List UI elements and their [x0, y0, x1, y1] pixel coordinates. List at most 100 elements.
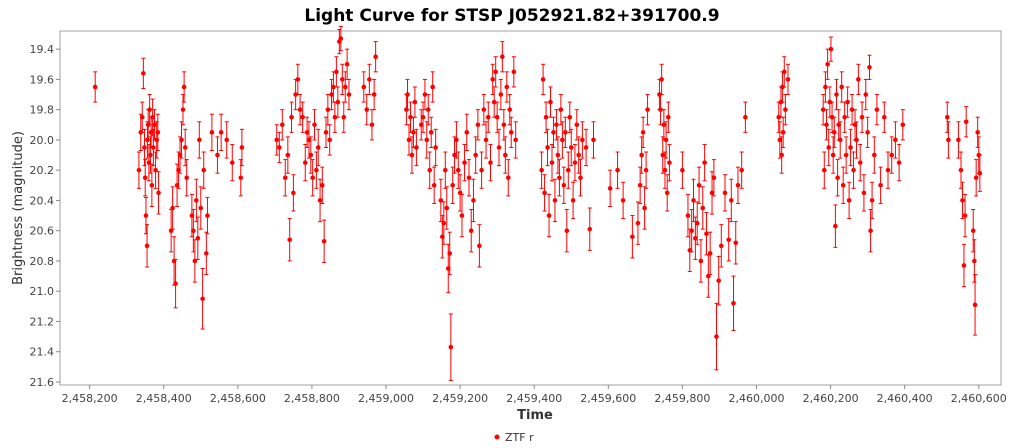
x-tick-label: 2,460,200	[803, 392, 859, 405]
data-point	[716, 278, 721, 283]
data-point	[335, 99, 341, 105]
data-point	[490, 77, 496, 82]
data-point	[780, 130, 786, 135]
data-point	[513, 137, 518, 143]
data-point	[420, 114, 426, 120]
data-point	[583, 145, 589, 150]
x-tick-label: 2,459,000	[358, 392, 414, 405]
data-point	[209, 130, 215, 135]
data-point	[869, 198, 875, 203]
data-point	[424, 137, 430, 143]
data-point	[733, 240, 739, 246]
data-point	[485, 114, 491, 120]
y-tick-label: 20.4	[30, 194, 55, 207]
data-point	[561, 183, 567, 188]
data-point	[831, 130, 837, 135]
data-point	[504, 84, 510, 90]
data-point	[591, 137, 596, 143]
data-point	[776, 114, 782, 120]
data-point	[306, 137, 312, 143]
data-point	[840, 183, 846, 188]
data-point	[781, 69, 787, 75]
data-point	[151, 145, 156, 150]
data-point	[735, 183, 741, 188]
data-point	[874, 107, 880, 112]
data-point	[346, 92, 352, 97]
x-tick-label: 2,458,200	[62, 392, 118, 405]
data-point	[155, 130, 161, 135]
data-point	[660, 152, 666, 158]
data-point	[170, 205, 175, 211]
data-point	[827, 99, 833, 105]
data-point	[642, 205, 647, 211]
data-point	[425, 107, 431, 112]
data-point	[889, 152, 895, 158]
data-point	[854, 137, 859, 143]
data-point	[198, 205, 204, 211]
data-point	[564, 228, 570, 233]
data-point	[973, 175, 979, 181]
data-point	[554, 122, 559, 128]
x-tick-label: 2,459,600	[580, 392, 636, 405]
data-point	[551, 130, 556, 135]
data-point	[142, 145, 147, 150]
x-tick-label: 2,460,400	[877, 392, 933, 405]
data-point	[691, 198, 696, 203]
data-point	[557, 175, 562, 181]
data-point	[961, 263, 967, 268]
data-point	[540, 77, 546, 82]
data-point	[338, 36, 344, 41]
data-point	[144, 243, 150, 249]
data-point	[563, 130, 568, 135]
data-point	[637, 183, 643, 188]
data-point	[496, 145, 502, 150]
data-point	[454, 137, 459, 143]
data-point	[826, 145, 832, 150]
data-point	[639, 152, 644, 158]
data-point	[462, 160, 467, 165]
data-point	[369, 122, 375, 128]
data-point	[204, 251, 209, 256]
data-point	[567, 114, 573, 120]
chart-title: Light Curve for STSP J052921.82+391700.9	[304, 6, 719, 26]
data-point	[779, 152, 784, 158]
data-point	[196, 137, 202, 143]
data-point	[667, 160, 672, 165]
data-point	[963, 119, 969, 125]
data-point	[693, 235, 698, 241]
data-point	[835, 175, 840, 181]
data-point	[452, 152, 457, 158]
data-point	[868, 228, 873, 233]
data-point	[833, 223, 838, 229]
data-point	[511, 69, 517, 75]
data-point	[570, 198, 576, 203]
data-point	[215, 152, 220, 158]
data-point	[494, 114, 500, 120]
data-point	[543, 114, 549, 120]
data-point	[568, 145, 574, 150]
data-point	[491, 99, 497, 105]
data-point	[282, 175, 288, 181]
data-point	[450, 183, 456, 188]
data-point	[861, 190, 867, 196]
data-point	[900, 122, 906, 128]
y-tick-label: 21.4	[30, 346, 55, 359]
data-point	[341, 114, 347, 120]
data-point	[956, 137, 961, 143]
data-point	[640, 130, 646, 135]
data-point	[680, 167, 685, 173]
data-point	[664, 190, 670, 196]
data-point	[859, 114, 865, 120]
data-point	[184, 175, 190, 181]
data-point	[580, 137, 585, 143]
data-point	[828, 46, 834, 52]
data-point	[459, 213, 465, 218]
data-point	[315, 145, 321, 150]
data-point	[181, 84, 187, 90]
data-point	[92, 84, 98, 90]
data-point	[501, 122, 507, 128]
data-point	[845, 99, 850, 105]
data-point	[666, 114, 671, 120]
data-point	[367, 77, 372, 82]
data-point	[830, 152, 836, 158]
